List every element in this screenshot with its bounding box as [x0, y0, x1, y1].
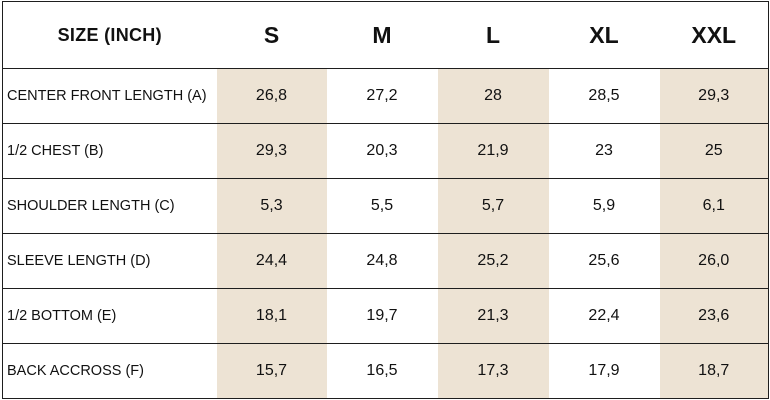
measurement-value: 21,9: [437, 123, 549, 179]
size-header-l: L: [437, 1, 549, 69]
measurement-value: 18,7: [659, 343, 769, 399]
measurement-label: SHOULDER LENGTH (C): [2, 178, 217, 234]
measurement-value: 29,3: [659, 68, 769, 124]
measurement-value: 23: [548, 123, 660, 179]
table-row: SHOULDER LENGTH (C) 5,3 5,5 5,7 5,9 6,1: [2, 178, 769, 234]
size-header-xxl: XXL: [659, 1, 769, 69]
measurement-value: 5,7: [437, 178, 549, 234]
measurement-value: 25: [659, 123, 769, 179]
measurement-value: 5,9: [548, 178, 660, 234]
measurement-value: 21,3: [437, 288, 549, 344]
size-header-s: S: [216, 1, 327, 69]
measurement-value: 20,3: [326, 123, 438, 179]
measurement-value: 19,7: [326, 288, 438, 344]
measurement-value: 28,5: [548, 68, 660, 124]
table-row: CENTER FRONT LENGTH (A) 26,8 27,2 28 28,…: [2, 68, 769, 124]
measurement-value: 17,3: [437, 343, 549, 399]
measurement-value: 29,3: [216, 123, 327, 179]
measurement-value: 16,5: [326, 343, 438, 399]
table-row: 1/2 BOTTOM (E) 18,1 19,7 21,3 22,4 23,6: [2, 288, 769, 344]
size-header-m: M: [326, 1, 438, 69]
measurement-value: 24,8: [326, 233, 438, 289]
measurement-value: 18,1: [216, 288, 327, 344]
measurement-value: 15,7: [216, 343, 327, 399]
measurement-label: CENTER FRONT LENGTH (A): [2, 68, 217, 124]
size-header-xl: XL: [548, 1, 660, 69]
measurement-value: 6,1: [659, 178, 769, 234]
measurement-label: 1/2 CHEST (B): [2, 123, 217, 179]
measurement-value: 17,9: [548, 343, 660, 399]
table-row: SLEEVE LENGTH (D) 24,4 24,8 25,2 25,6 26…: [2, 233, 769, 289]
measurement-value: 25,6: [548, 233, 660, 289]
measurement-label: SLEEVE LENGTH (D): [2, 233, 217, 289]
table-row: 1/2 CHEST (B) 29,3 20,3 21,9 23 25: [2, 123, 769, 179]
measurement-value: 25,2: [437, 233, 549, 289]
measurement-value: 5,5: [326, 178, 438, 234]
table-row: BACK ACCROSS (F) 15,7 16,5 17,3 17,9 18,…: [2, 343, 769, 399]
measurement-value: 26,8: [216, 68, 327, 124]
measurement-label: 1/2 BOTTOM (E): [2, 288, 217, 344]
measurement-value: 5,3: [216, 178, 327, 234]
measurement-value: 22,4: [548, 288, 660, 344]
measurement-value: 26,0: [659, 233, 769, 289]
header-row: SIZE (INCH) S M L XL XXL: [2, 1, 769, 69]
measurement-value: 23,6: [659, 288, 769, 344]
measurement-label: BACK ACCROSS (F): [2, 343, 217, 399]
measurement-value: 24,4: [216, 233, 327, 289]
size-unit-header: SIZE (INCH): [2, 1, 217, 69]
measurement-value: 28: [437, 68, 549, 124]
measurement-value: 27,2: [326, 68, 438, 124]
